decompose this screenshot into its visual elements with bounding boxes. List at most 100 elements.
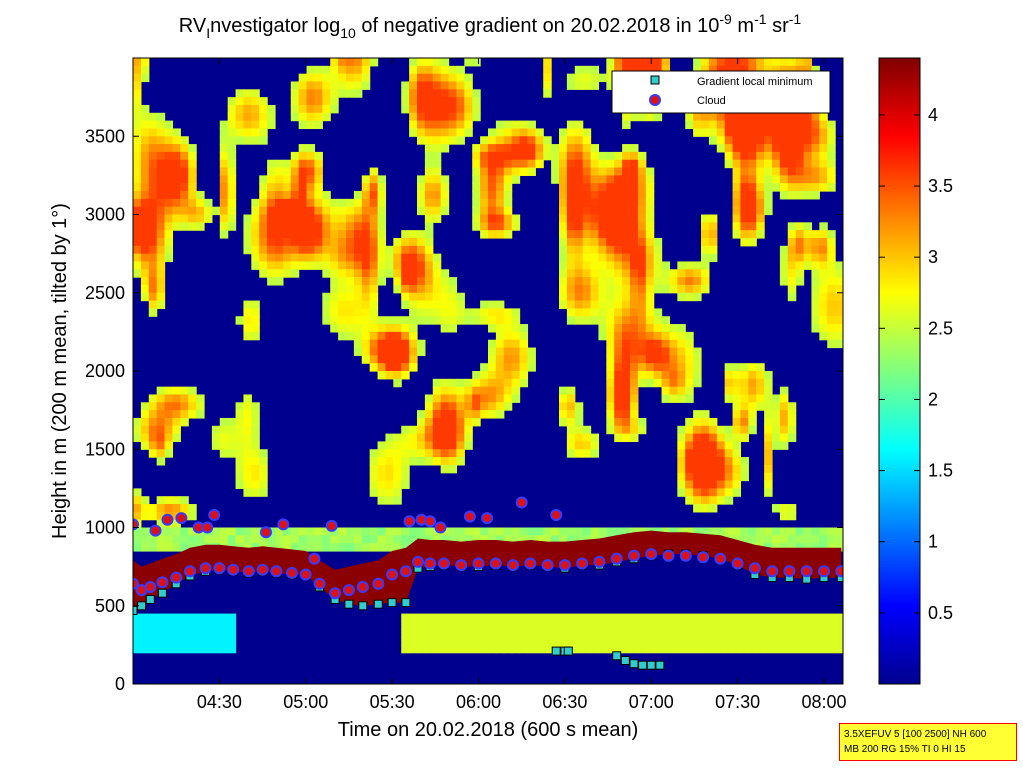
heatmap-cell [543, 637, 552, 646]
heatmap-cell [637, 316, 647, 325]
heatmap-cell [353, 308, 363, 317]
heatmap-cell [495, 339, 505, 349]
heatmap-cell [322, 316, 331, 325]
heatmap-cell [424, 629, 434, 638]
heatmap-cell [630, 237, 639, 247]
heatmap-cell [140, 245, 150, 255]
heatmap-cell [456, 425, 465, 435]
heatmap-cell [140, 613, 150, 623]
heatmap-cell [590, 73, 600, 83]
heatmap-cell [377, 214, 387, 223]
heatmap-cell [819, 151, 828, 161]
heatmap-cell [677, 339, 686, 349]
cloud-marker [161, 513, 174, 526]
heatmap-cell [614, 425, 623, 435]
heatmap-cell [235, 472, 245, 482]
heatmap-cell [614, 621, 623, 630]
heatmap-cell [724, 637, 734, 646]
heatmap-cell [519, 535, 529, 544]
heatmap-cell [495, 198, 505, 208]
heatmap-cell [819, 527, 828, 536]
heatmap-cell [661, 261, 671, 270]
heatmap-cell [140, 417, 150, 427]
heatmap-cell [677, 621, 686, 630]
heatmap-cell [259, 120, 268, 130]
heatmap-cell [172, 214, 181, 223]
heatmap-cell [606, 355, 615, 364]
heatmap-cell [488, 198, 497, 208]
heatmap-cell [732, 378, 742, 388]
heatmap-cell [235, 449, 245, 458]
heatmap-cell [259, 183, 268, 192]
heatmap-cell [495, 347, 505, 356]
heatmap-cell [653, 284, 663, 294]
heatmap-cell [440, 206, 450, 216]
heatmap-cell [614, 410, 623, 419]
heatmap-cell [156, 441, 166, 450]
heatmap-cell [290, 222, 300, 231]
heatmap-cell [417, 621, 426, 630]
heatmap-cell [630, 253, 639, 263]
heatmap-cell [764, 637, 773, 646]
heatmap-cell [614, 167, 623, 176]
heatmap-cell [598, 151, 607, 161]
cloud-marker [403, 515, 416, 528]
heatmap-cell [732, 363, 742, 372]
heatmap-cell [559, 417, 568, 427]
heatmap-cell [637, 324, 647, 333]
heatmap-cell [464, 386, 473, 396]
heatmap-cell [424, 637, 434, 646]
heatmap-cell [566, 151, 576, 161]
heatmap-cell [764, 151, 773, 161]
heatmap-cell [417, 261, 426, 270]
heatmap-cell [424, 175, 434, 184]
heatmap-cell [219, 230, 229, 239]
heatmap-cell [440, 136, 450, 145]
heatmap-cell [811, 144, 820, 153]
heatmap-cell [488, 347, 497, 356]
heatmap-cell [732, 457, 742, 466]
heatmap-cell [172, 433, 181, 443]
heatmap-cell [417, 183, 426, 192]
heatmap-cell [488, 300, 497, 310]
heatmap-cell [369, 253, 379, 263]
heatmap-cell [756, 144, 765, 153]
heatmap-cell [495, 214, 505, 223]
heatmap-cell [566, 214, 576, 223]
heatmap-cell [566, 425, 576, 435]
heatmap-cell [464, 425, 473, 435]
heatmap-cell [519, 331, 529, 341]
heatmap-cell [772, 535, 781, 544]
heatmap-cell [243, 112, 252, 122]
heatmap-cell [377, 191, 387, 200]
heatmap-cell [172, 519, 181, 529]
heatmap-cell [275, 183, 284, 192]
heatmap-cell [637, 284, 647, 294]
heatmap-cell [787, 167, 797, 176]
heatmap-cell [330, 73, 339, 83]
heatmap-cell [693, 441, 702, 450]
heatmap-cell [811, 637, 820, 646]
heatmap-cell [172, 621, 181, 630]
heatmap-cell [156, 277, 166, 286]
heatmap-cell [409, 457, 418, 466]
heatmap-cell [140, 284, 150, 294]
heatmap-cell [693, 425, 702, 435]
heatmap-cell [764, 433, 773, 443]
heatmap-cell [756, 378, 765, 388]
heatmap-cell [645, 198, 655, 208]
heatmap-cell [748, 535, 757, 544]
heatmap-cell [630, 261, 639, 270]
cloud-marker [199, 562, 212, 575]
heatmap-cell [669, 378, 678, 388]
heatmap-cell [787, 543, 797, 552]
heatmap-cell [622, 120, 631, 130]
heatmap-cell [827, 339, 836, 349]
heatmap-cell [495, 120, 505, 130]
heatmap-cell [701, 65, 710, 75]
heatmap-cell [653, 269, 663, 278]
heatmap-cell [779, 433, 789, 443]
heatmap-cell [559, 269, 568, 278]
heatmap-cell [440, 449, 450, 458]
heatmap-cell [472, 535, 481, 544]
